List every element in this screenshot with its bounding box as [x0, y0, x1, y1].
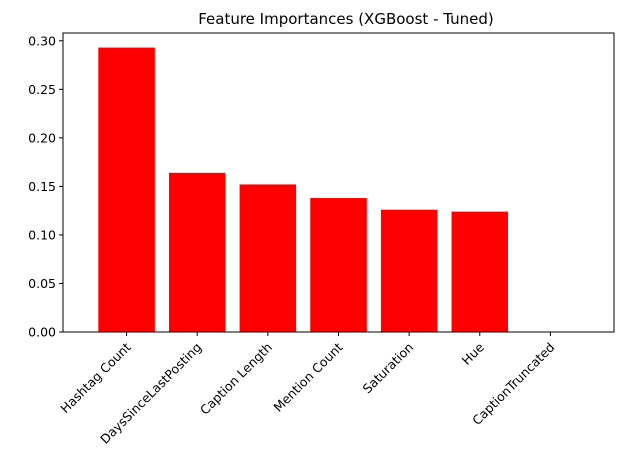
bar-hue — [451, 211, 509, 332]
bar-hashtag-count — [98, 47, 155, 333]
bar-caption-length — [239, 184, 297, 332]
x-axis: Hashtag CountDaysSinceLastPostingCaption… — [57, 332, 558, 447]
plot-frame — [62, 32, 615, 333]
x-tick-label: Hashtag Count — [57, 339, 133, 415]
y-tick-label: 0.00 — [28, 325, 56, 340]
y-tick-label: 0.10 — [28, 227, 56, 242]
y-tick-label: 0.15 — [28, 179, 56, 194]
bar-mention-count — [310, 198, 367, 332]
x-tick-label: Saturation — [360, 340, 417, 397]
y-tick-label: 0.25 — [28, 82, 56, 97]
y-tick-label: 0.05 — [28, 276, 56, 291]
x-tick-label: Caption Length — [197, 340, 275, 418]
x-tick-label: Hue — [459, 339, 488, 368]
bar-saturation — [380, 209, 438, 332]
bars-group — [98, 47, 509, 333]
bar-dayssincelastposting — [168, 172, 226, 332]
y-tick-label: 0.30 — [28, 33, 56, 48]
y-tick-label: 0.20 — [28, 130, 56, 145]
x-tick-label: Mention Count — [270, 339, 345, 414]
y-axis: 0.00 0.05 0.10 0.15 0.20 0.25 0.30 — [28, 33, 63, 340]
chart-title: Feature Importances (XGBoost - Tuned) — [198, 10, 494, 28]
